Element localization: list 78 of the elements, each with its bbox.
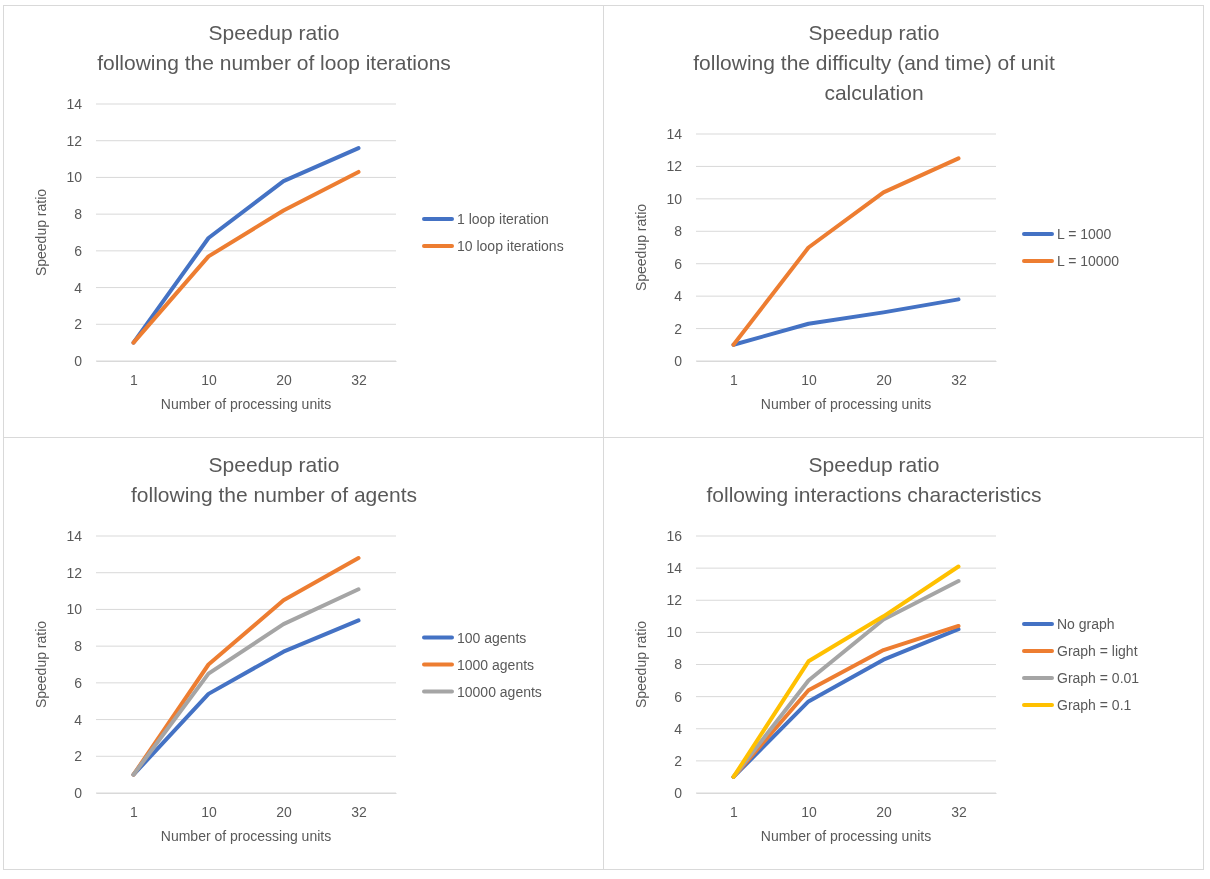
y-tick-label: 6 — [74, 242, 83, 259]
legend-label: No graph — [1057, 616, 1115, 632]
chart-title: Speedup ratio — [808, 21, 940, 44]
x-tick-label: 20 — [276, 371, 292, 388]
x-tick-label: 32 — [951, 371, 967, 388]
y-tick-label: 8 — [74, 206, 83, 223]
legend-label: Graph = 0.01 — [1057, 670, 1140, 686]
y-tick-label: 10 — [66, 601, 83, 618]
y-tick-label: 12 — [66, 564, 83, 581]
y-tick-label: 4 — [674, 720, 683, 737]
y-tick-label: 12 — [66, 132, 83, 149]
line-series — [731, 156, 961, 347]
y-tick-label: 14 — [666, 125, 683, 142]
legend-label: 1000 agents — [457, 656, 535, 673]
x-tick-label: 10 — [801, 803, 817, 820]
x-tick-label: 10 — [801, 371, 817, 388]
y-tick-label: 4 — [674, 288, 683, 305]
y-tick-label: 2 — [674, 320, 683, 337]
y-axis-title: Speedup ratio — [33, 188, 49, 277]
legend-label: Graph = light — [1057, 643, 1138, 659]
legend-label: Graph = 0.1 — [1057, 697, 1132, 713]
x-axis-title: Number of processing units — [160, 828, 332, 844]
y-axis-title: Speedup ratio — [33, 620, 49, 709]
y-tick-label: 4 — [74, 279, 83, 296]
y-tick-label: 0 — [674, 784, 683, 801]
chart-subtitle: following the number of loop iterations — [97, 51, 451, 74]
x-tick-label: 1 — [130, 371, 139, 388]
legend-label: L = 1000 — [1057, 226, 1112, 242]
x-tick-label: 10 — [201, 371, 217, 388]
legend-label: L = 10000 — [1057, 253, 1120, 269]
y-tick-label: 10 — [66, 169, 83, 186]
y-tick-label: 14 — [666, 560, 683, 577]
y-tick-label: 8 — [674, 223, 683, 240]
legend-label: 100 agents — [457, 629, 527, 646]
y-tick-label: 12 — [666, 158, 683, 175]
y-tick-label: 10 — [666, 190, 683, 207]
x-tick-label: 32 — [951, 803, 967, 820]
y-axis-title: Speedup ratio — [633, 203, 649, 292]
x-tick-label: 1 — [130, 803, 139, 820]
chart-subtitle: following the difficulty (and time) of unit calculation — [693, 51, 1055, 104]
x-axis-title: Number of processing units — [760, 828, 932, 844]
x-axis-title: Number of processing units — [760, 396, 932, 412]
legend-label: 1 loop iteration — [457, 211, 549, 227]
x-tick-label: 1 — [730, 371, 739, 388]
y-tick-label: 6 — [674, 688, 683, 705]
chart-subtitle: following the number of agents — [130, 483, 418, 506]
y-tick-label: 0 — [74, 784, 83, 801]
line-series — [731, 297, 961, 347]
y-tick-label: 8 — [674, 656, 683, 673]
chart-title: Speedup ratio — [208, 453, 340, 476]
x-axis-title: Number of processing units — [160, 396, 332, 412]
chart-title: Speedup ratio — [208, 21, 340, 44]
x-tick-label: 32 — [351, 803, 367, 820]
y-tick-label: 10 — [666, 624, 683, 641]
x-tick-label: 1 — [730, 803, 739, 820]
x-tick-label: 20 — [276, 803, 292, 820]
y-tick-label: 8 — [74, 638, 83, 655]
y-tick-label: 16 — [666, 527, 683, 544]
y-tick-label: 2 — [74, 748, 83, 765]
legend-label: 10000 agents — [457, 683, 542, 700]
y-tick-label: 2 — [674, 752, 683, 769]
y-tick-label: 0 — [74, 352, 83, 369]
y-tick-label: 14 — [66, 95, 83, 112]
chart-subtitle: following interactions characteristics — [706, 483, 1042, 506]
x-tick-label: 10 — [201, 803, 217, 820]
legend-label: 10 loop iterations — [457, 238, 564, 254]
chart-title: Speedup ratio — [808, 453, 940, 476]
y-tick-label: 0 — [674, 352, 683, 369]
y-tick-label: 6 — [674, 255, 683, 272]
y-tick-label: 6 — [74, 674, 83, 691]
x-tick-label: 32 — [351, 371, 367, 388]
x-tick-label: 20 — [876, 803, 892, 820]
y-tick-label: 2 — [74, 316, 83, 333]
y-tick-label: 14 — [66, 527, 83, 544]
x-tick-label: 20 — [876, 371, 892, 388]
y-tick-label: 12 — [666, 592, 683, 609]
y-tick-label: 4 — [74, 711, 83, 728]
y-axis-title: Speedup ratio — [633, 620, 649, 709]
